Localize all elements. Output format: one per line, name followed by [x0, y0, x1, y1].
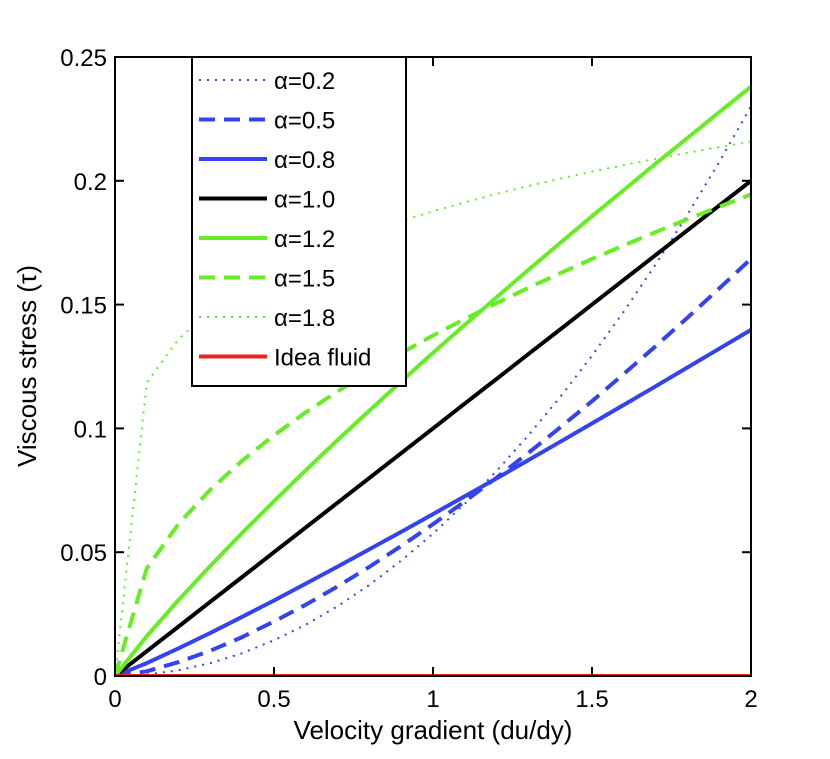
legend-label-3: α=0.8: [274, 147, 335, 174]
y-axis-title: Viscous stress (τ): [12, 265, 42, 467]
legend-label-8: Idea fluid: [274, 345, 371, 372]
label-layer: 0 0.5 1 1.5 2 0 0.05 0.1 0.15 0.2 0.25: [60, 45, 757, 713]
y-tick-label: 0.25: [60, 45, 107, 72]
legend-label-6: α=1.5: [274, 266, 335, 293]
legend: α=0.2 α=0.5 α=0.8 α=1.0 α=1.2 α=1.5 α=1.8 Idea …: [191, 56, 407, 387]
y-tick-label: 0: [94, 664, 107, 691]
legend-label-4: α=1.0: [274, 187, 335, 214]
legend-label-7: α=1.8: [274, 305, 335, 332]
legend-box: [191, 56, 407, 387]
y-tick-label: 0.15: [60, 293, 107, 320]
y-tick-label: 0.2: [74, 169, 107, 196]
x-tick-label: 2: [744, 686, 757, 713]
series-line-6: [115, 192, 751, 676]
x-tick-label: 1.5: [575, 686, 608, 713]
series-line-2: [115, 257, 751, 676]
x-tick-label: 0.5: [257, 686, 290, 713]
x-tick-label: 1: [426, 686, 439, 713]
series-layer: [115, 85, 751, 676]
legend-label-5: α=1.2: [274, 226, 335, 253]
y-tick-label: 0.05: [60, 540, 107, 567]
legend-label-2: α=0.5: [274, 108, 335, 135]
series-line-3: [115, 328, 751, 676]
y-tick-label: 0.1: [74, 416, 107, 443]
x-axis-title: Velocity gradient (du/dy): [294, 715, 573, 745]
legend-label-1: α=0.2: [274, 68, 335, 95]
x-tick-label: 0: [108, 686, 121, 713]
series-line-5: [115, 85, 751, 676]
series-line-4: [115, 179, 751, 676]
